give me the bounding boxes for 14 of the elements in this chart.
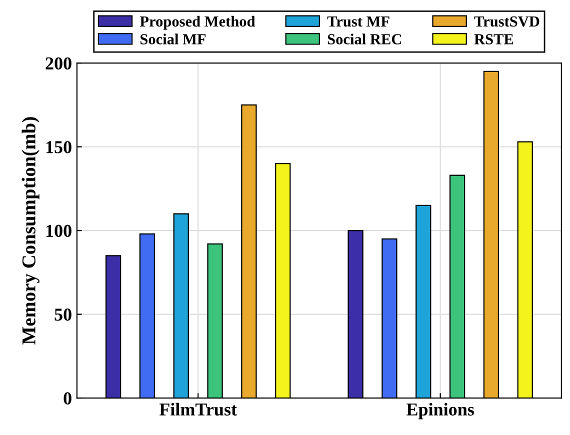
legend-label: TrustSVD [474, 16, 540, 27]
legend-label: Proposed Method [140, 16, 256, 30]
y-tick-label: 50 [54, 308, 72, 321]
x-tick-label: FilmTrust [159, 402, 237, 416]
legend-label: Social MF [140, 34, 206, 44]
y-axis-title: Memory Consumption(mb) [22, 117, 40, 344]
legend-label: RSTE [474, 34, 514, 44]
legend-label: Social REC [328, 34, 402, 44]
x-tick-label: Epinions [406, 402, 474, 420]
y-tick-label: 0 [64, 392, 72, 404]
y-tick-label: 200 [46, 57, 72, 70]
y-tick-label: 100 [46, 224, 72, 237]
legend-label: Trust MF [327, 16, 390, 27]
y-tick-label: 150 [46, 141, 72, 154]
